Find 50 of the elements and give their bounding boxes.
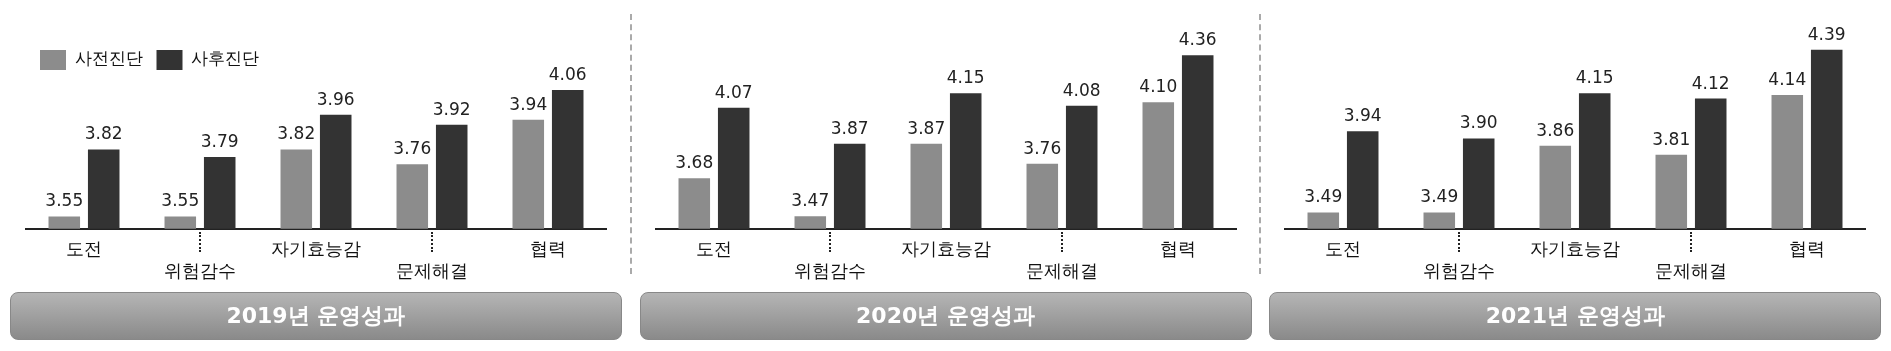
data-label: 3.49 [1304, 186, 1343, 207]
data-label: 3.49 [1420, 186, 1459, 207]
legend-label: 사후진단 [190, 48, 259, 69]
x-tick-label: 문제해결 [1025, 259, 1098, 281]
x-tick-label: 도전 [695, 238, 732, 260]
data-label: 4.12 [1691, 72, 1730, 93]
data-label: 4.14 [1768, 68, 1807, 89]
data-label: 3.47 [790, 190, 829, 211]
data-label: 3.94 [1343, 105, 1382, 126]
data-label: 3.94 [509, 93, 548, 114]
x-tick-label: 위험감수 [1423, 259, 1496, 281]
x-tick-label: 도전 [1325, 238, 1362, 260]
x-tick-label: 도전 [65, 238, 102, 260]
title-banner: 2019년 운영성과 [9, 292, 622, 340]
data-label: 4.10 [1138, 76, 1177, 97]
title-banner: 2020년 운영성과 [639, 292, 1252, 340]
data-label: 3.96 [316, 88, 355, 109]
data-label: 3.87 [906, 117, 945, 138]
x-tick-label: 위험감수 [163, 259, 236, 281]
x-tick-label: 문제해결 [1655, 259, 1728, 281]
title-banner: 2021년 운영성과 [1269, 292, 1882, 340]
data-label: 3.82 [277, 123, 316, 144]
data-label: 4.06 [548, 63, 587, 84]
data-label: 3.81 [1652, 128, 1691, 149]
x-tick-label: 자기효능감 [900, 238, 991, 260]
data-label: 4.07 [714, 81, 753, 102]
data-label: 4.39 [1807, 23, 1846, 44]
data-label: 3.55 [161, 190, 200, 211]
data-label: 3.90 [1459, 112, 1498, 133]
data-label: 4.36 [1178, 29, 1217, 50]
x-tick-label: 자기효능감 [1530, 238, 1621, 260]
data-label: 3.82 [84, 123, 123, 144]
legend-label: 사전진단 [74, 48, 143, 69]
data-label: 3.87 [830, 117, 869, 138]
x-tick-label: 협력 [529, 238, 566, 260]
data-label: 3.86 [1536, 119, 1575, 140]
x-tick-label: 문제해결 [395, 259, 468, 281]
data-label: 4.08 [1062, 79, 1101, 100]
x-tick-label: 위험감수 [793, 259, 866, 281]
data-label: 3.76 [393, 138, 432, 159]
data-label: 3.76 [1022, 137, 1061, 158]
data-label: 3.55 [45, 190, 84, 211]
data-label: 3.68 [674, 152, 713, 173]
data-label: 3.92 [432, 98, 471, 119]
data-label: 4.15 [1575, 67, 1614, 88]
x-tick-label: 협력 [1159, 238, 1196, 260]
data-label: 4.15 [946, 67, 985, 88]
x-tick-label: 협력 [1789, 238, 1826, 260]
data-label: 3.79 [200, 130, 239, 151]
x-tick-label: 자기효능감 [270, 238, 361, 260]
